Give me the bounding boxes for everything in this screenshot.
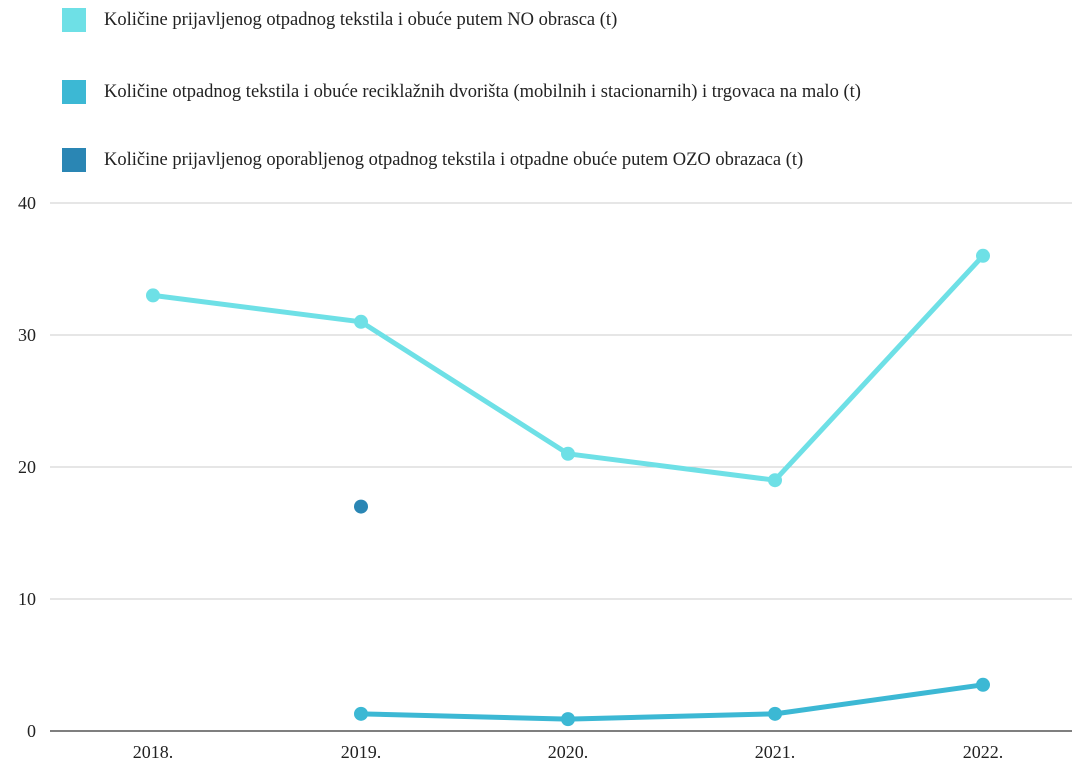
series-0-point-2019 (354, 314, 368, 329)
series-1-point-2022 (976, 677, 990, 692)
legend-swatch-ozo-obrasci (62, 148, 86, 172)
series-0-point-2022 (976, 248, 990, 263)
x-tick-label-2022: 2022. (963, 742, 1004, 762)
series-0-segment-2 (565, 451, 778, 483)
legend-swatch-reciklazna-dvorista (62, 80, 86, 104)
legend-swatch-no-obrazac (62, 8, 86, 32)
series-1-segment-0 (358, 711, 571, 722)
series-1-segment-1 (565, 711, 778, 722)
legend-label-ozo-obrasci: Količine prijavljenog oporabljenog otpad… (104, 150, 804, 170)
series-1-point-2020 (561, 712, 575, 727)
series-0-point-2018 (146, 288, 160, 303)
series-1-point-2021 (768, 706, 782, 721)
legend-label-no-obrazac: Količine prijavljenog otpadnog tekstila … (104, 10, 618, 30)
legend-label-reciklazna-dvorista: Količine otpadnog tekstila i obuće recik… (104, 82, 861, 102)
y-tick-label-30: 30 (18, 325, 36, 345)
series-0-segment-0 (150, 292, 364, 325)
x-tick-label-2021: 2021. (755, 742, 796, 762)
series-0-point-2021 (768, 473, 782, 488)
y-tick-label-20: 20 (18, 457, 36, 477)
y-tick-label-10: 10 (18, 589, 36, 609)
y-tick-label-0: 0 (27, 721, 36, 741)
series-1-point-2019 (354, 706, 368, 721)
series-2-point-2019 (354, 499, 368, 514)
y-tick-label-40: 40 (18, 193, 36, 213)
x-tick-label-2019: 2019. (341, 742, 382, 762)
series-1-segment-2 (772, 682, 986, 717)
x-tick-label-2020: 2020. (548, 742, 589, 762)
x-tick-label-2018: 2018. (133, 742, 174, 762)
series-0-point-2020 (561, 446, 575, 461)
series-0-segment-3 (772, 253, 986, 483)
series-0-segment-1 (358, 319, 571, 457)
